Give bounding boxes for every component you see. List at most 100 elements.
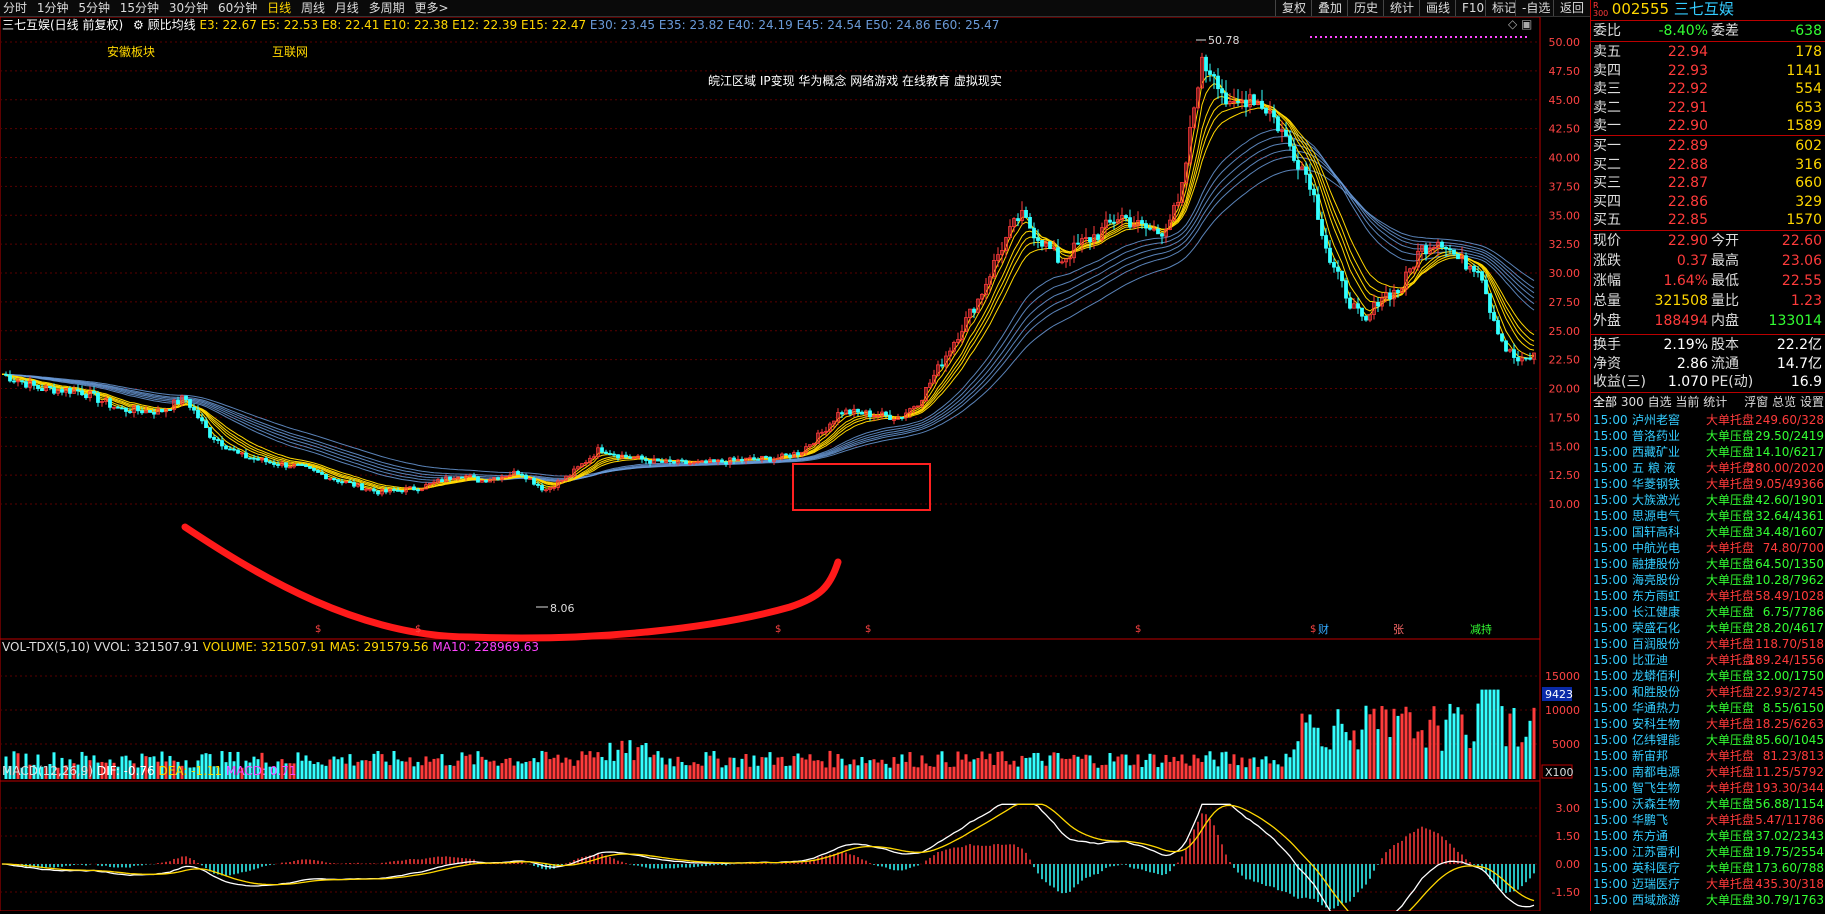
period-tab-5min[interactable]: 5分钟 <box>78 1 110 15</box>
tool-stats-button[interactable]: 统计 <box>1383 0 1420 16</box>
dividend-marker[interactable]: $ <box>865 624 871 635</box>
ema-long-line <box>1 129 1535 483</box>
big-order-row[interactable]: 15:00 东方通 大单压盘 37.02/2343 <box>1593 829 1824 843</box>
big-order-row[interactable]: 15:00 亿纬锂能 大单压盘 85.60/1045 <box>1593 733 1824 747</box>
tab-current[interactable]: 当前 <box>1675 395 1700 409</box>
candle-body <box>508 474 512 477</box>
tab-300[interactable]: 300 <box>1620 395 1644 409</box>
big-order-row[interactable]: 15:00 西域旅游 大单压盘 30.79/1763 <box>1593 893 1824 907</box>
big-order-row[interactable]: 15:00 华通热力 大单压盘 8.55/6150 <box>1593 701 1824 715</box>
candle-body <box>292 464 296 468</box>
volume-bar <box>948 767 952 779</box>
candle-body <box>1176 201 1180 206</box>
volume-bar <box>1500 706 1504 779</box>
period-tab-multi[interactable]: 多周期 <box>368 1 405 15</box>
big-order-row[interactable]: 15:00 南都电源 大单托盘 11.25/5792 <box>1593 765 1824 779</box>
event-mark-cai[interactable]: 财 <box>1318 622 1329 636</box>
big-order-row[interactable]: 15:00 长江健康 大单压盘 6.75/7786 <box>1593 605 1824 619</box>
volume-bar <box>132 763 136 779</box>
big-order-row[interactable]: 15:00 西藏矿业 大单压盘 14.10/6217 <box>1593 445 1824 459</box>
tab-watchlist[interactable]: 自选 <box>1647 395 1672 409</box>
big-order-row[interactable]: 15:00 比亚迪 大单托盘 189.24/1556 <box>1593 653 1824 667</box>
period-tab-30min[interactable]: 30分钟 <box>168 1 209 15</box>
big-order-row[interactable]: 15:00 华鹏飞 大单托盘 5.47/11786 <box>1593 813 1824 827</box>
big-order-row[interactable]: 15:00 普洛药业 大单压盘 29.50/2419 <box>1593 429 1824 443</box>
volume-bar <box>1364 705 1368 779</box>
high-price-label: 50.78 <box>1208 34 1240 47</box>
tool-back-button[interactable]: 返回 <box>1553 0 1590 16</box>
period-toolbar: 分时 1分钟 5分钟 15分钟 30分钟 60分钟 日线 周线 月线 多周期 更… <box>0 0 1590 17</box>
period-tab-daily[interactable]: 日线 <box>267 1 292 15</box>
chart-area[interactable]: 50.00 47.50 45.00 42.50 40.00 37.50 35.00 32.50… <box>0 16 1590 914</box>
big-order-row[interactable]: 15:00 龙蟒佰利 大单压盘 32.00/1750 <box>1593 669 1824 683</box>
sector-tag-internet[interactable]: 互联网 <box>272 45 309 59</box>
volume-bar <box>564 757 568 779</box>
big-order-row[interactable]: 15:00 和胜股份 大单托盘 22.93/2745 <box>1593 685 1824 699</box>
volume-bar <box>888 767 892 779</box>
tool-f10-button[interactable]: F10 <box>1455 0 1490 16</box>
big-order-row[interactable]: 15:00 新宙邦 大单托盘 81.23/813 <box>1593 749 1824 763</box>
big-order-row[interactable]: 15:00 荣盛石化 大单压盘 28.20/4617 <box>1593 621 1824 635</box>
tab-settings[interactable]: 设置 <box>1799 395 1824 409</box>
big-order-row[interactable]: 15:00 思源电气 大单压盘 32.64/4361 <box>1593 509 1824 523</box>
volume-bar <box>380 754 384 779</box>
tab-stats[interactable]: 统计 <box>1703 395 1728 409</box>
volume-bar <box>1012 760 1016 779</box>
settings-icon[interactable]: ⚙ <box>133 18 144 32</box>
big-order-row[interactable]: 15:00 沃森生物 大单压盘 56.88/1154 <box>1593 797 1824 811</box>
period-tab-more[interactable]: 更多> <box>414 1 449 15</box>
big-order-row[interactable]: 15:00 华菱钢铁 大单托盘 9.05/49366 <box>1593 477 1824 491</box>
dividend-marker[interactable]: $ <box>775 624 781 635</box>
candle-body <box>1212 74 1216 77</box>
dividend-marker[interactable]: $ <box>315 624 321 635</box>
period-tab-15min[interactable]: 15分钟 <box>119 1 160 15</box>
sector-tag-anhui[interactable]: 安徽板块 <box>107 45 156 59</box>
event-mark-zhang[interactable]: 张 <box>1393 623 1404 636</box>
tool-fuquan-button[interactable]: 复权 <box>1275 0 1312 16</box>
big-order-row[interactable]: 15:00 安科生物 大单托盘 18.25/6263 <box>1593 717 1824 731</box>
tool-overlay-button[interactable]: 叠加 <box>1311 0 1348 16</box>
volume-indicator-title[interactable]: VOL-TDX(5,10) <box>2 640 91 654</box>
period-tab-monthly[interactable]: 月线 <box>334 1 359 15</box>
big-order-row[interactable]: 15:00 融捷股份 大单压盘 64.50/1350 <box>1593 557 1824 571</box>
candle-body <box>1276 116 1280 132</box>
big-order-row[interactable]: 15:00 泸州老窖 大单托盘 249.60/328 <box>1593 413 1824 427</box>
candle-body <box>60 389 64 393</box>
candle-body <box>1528 357 1532 360</box>
big-order-row[interactable]: 15:00 中航光电 大单托盘 74.80/700 <box>1593 541 1824 555</box>
big-order-row[interactable]: 15:00 东方雨虹 大单托盘 58.49/1028 <box>1593 589 1824 603</box>
chart-window-controls[interactable]: ◇ ▣ <box>1508 17 1533 31</box>
tab-all[interactable]: 全部 <box>1593 395 1618 409</box>
big-order-row[interactable]: 15:00 迈瑞医疗 大单托盘 435.30/318 <box>1593 877 1824 891</box>
ema-e12: E12: 22.39 <box>452 18 518 32</box>
tool-draw-button[interactable]: 画线 <box>1419 0 1456 16</box>
tab-overview[interactable]: 总览 <box>1772 395 1797 409</box>
candle-body <box>1124 215 1128 219</box>
indicator-name[interactable]: 顾比均线 <box>147 18 196 32</box>
big-order-row[interactable]: 15:00 百润股份 大单托盘 118.70/518 <box>1593 637 1824 651</box>
dividend-marker[interactable]: $ <box>1310 624 1316 635</box>
big-order-row[interactable]: 15:00 五 粮 液大单托盘 280.00/2020 <box>1593 461 1824 475</box>
dividend-marker[interactable]: $ <box>1135 624 1141 635</box>
pink-dot <box>1475 36 1477 38</box>
kline-svg[interactable]: 50.00 47.50 45.00 42.50 40.00 37.50 35.00 32.50… <box>0 16 1590 914</box>
tool-watchlist-button[interactable]: -自选 <box>1515 0 1556 16</box>
big-order-row[interactable]: 15:00 大族激光 大单压盘 42.60/1901 <box>1593 493 1824 507</box>
event-mark-jianchi[interactable]: 减持 <box>1470 622 1492 636</box>
period-tab-60min[interactable]: 60分钟 <box>218 1 258 15</box>
big-order-row[interactable]: 15:00 英科医疗 大单压盘 173.60/788 <box>1593 861 1824 875</box>
tab-float[interactable]: 浮窗 <box>1744 395 1769 409</box>
macd-indicator-title[interactable]: MACD(12,26,9) <box>2 764 94 778</box>
period-tab-1min[interactable]: 1分钟 <box>36 1 69 15</box>
big-order-row[interactable]: 15:00 江苏雷利 大单压盘 19.75/2554 <box>1593 845 1824 859</box>
big-order-row[interactable]: 15:00 海亮股份 大单压盘 10.28/7962 <box>1593 573 1824 587</box>
volume-bar <box>316 762 320 779</box>
candle-body <box>820 431 824 434</box>
dividend-marker[interactable]: $ <box>415 624 421 635</box>
tool-history-button[interactable]: 历史 <box>1347 0 1384 16</box>
big-order-row[interactable]: 15:00 国轩高科 大单压盘 34.48/1607 <box>1593 525 1824 539</box>
big-order-row[interactable]: 15:00 智飞生物 大单托盘 193.30/344 <box>1593 781 1824 795</box>
tool-mark-button[interactable]: 标记 <box>1485 0 1522 16</box>
period-tab-fenshi[interactable]: 分时 <box>3 1 28 15</box>
period-tab-weekly[interactable]: 周线 <box>300 1 325 15</box>
